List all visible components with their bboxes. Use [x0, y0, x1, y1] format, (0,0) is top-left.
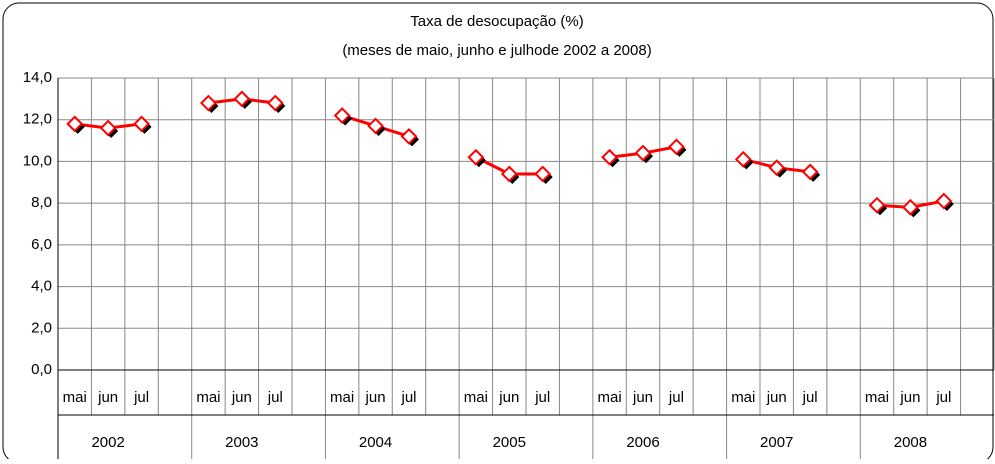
point-marker [200, 94, 219, 114]
x-tick-label: mai [464, 389, 488, 406]
y-tick-label: 6,0 [31, 236, 52, 253]
marker-diamond [200, 94, 217, 112]
group-label: 2004 [359, 434, 392, 451]
point-marker [233, 90, 252, 109]
group-label: 2002 [91, 434, 124, 451]
point-marker [902, 198, 921, 218]
marker-diamond [367, 117, 384, 135]
x-tick-label: jul [802, 389, 818, 406]
x-tick-label: jun [498, 389, 519, 406]
point-marker [668, 138, 687, 157]
x-tick-label: jun [632, 389, 653, 406]
point-marker [634, 144, 653, 164]
point-marker [801, 163, 821, 182]
marker-diamond [534, 165, 552, 183]
chart-subtitle: (meses de maio, junho e julhode 2002 a 2… [342, 42, 651, 59]
marker-diamond [66, 115, 84, 133]
marker-diamond [133, 115, 150, 133]
x-tick-label: jun [766, 389, 787, 406]
point-marker [601, 148, 620, 168]
marker-diamond [902, 198, 919, 216]
point-marker [367, 117, 386, 136]
marker-diamond [233, 90, 251, 108]
x-tick-label: jun [365, 389, 386, 406]
marker-diamond [801, 163, 819, 181]
point-marker [133, 115, 152, 134]
y-tick-label: 2,0 [31, 319, 52, 336]
chart-title: Taxa de desocupação (%) [410, 13, 583, 30]
y-tick-label: 10,0 [23, 152, 52, 169]
group-label: 2006 [626, 434, 659, 451]
y-tick-label: 4,0 [31, 278, 52, 295]
y-tick-label: 0,0 [31, 361, 52, 378]
marker-diamond [500, 165, 518, 183]
marker-diamond [668, 138, 685, 156]
point-marker [500, 165, 520, 184]
point-marker [935, 192, 954, 212]
x-tick-label: jul [400, 389, 416, 406]
x-tick-label: mai [196, 389, 220, 406]
x-tick-label: mai [865, 389, 889, 406]
x-tick-label: jul [935, 389, 951, 406]
point-marker [534, 165, 553, 184]
y-tick-label: 14,0 [23, 69, 52, 86]
group-label: 2003 [225, 434, 258, 451]
group-label: 2007 [760, 434, 793, 451]
point-marker [99, 119, 119, 139]
marker-diamond [935, 192, 953, 210]
point-marker [734, 150, 754, 170]
marker-diamond [868, 196, 886, 214]
marker-diamond [266, 94, 284, 112]
group-label: 2008 [894, 434, 927, 451]
marker-diamond [768, 159, 786, 177]
x-tick-label: mai [597, 389, 621, 406]
x-tick-label: jul [534, 389, 550, 406]
marker-diamond [400, 127, 418, 145]
group-label: 2005 [493, 434, 526, 451]
x-tick-label: jun [899, 389, 920, 406]
x-tick-label: jul [133, 389, 149, 406]
marker-diamond [601, 148, 618, 166]
point-marker [400, 127, 419, 147]
marker-diamond [467, 148, 485, 166]
point-marker [467, 148, 486, 168]
marker-diamond [634, 144, 652, 162]
y-tick-label: 8,0 [31, 194, 52, 211]
x-tick-label: jul [267, 389, 283, 406]
point-marker [66, 115, 85, 134]
point-marker [333, 107, 353, 126]
x-tick-label: mai [731, 389, 755, 406]
x-tick-label: mai [330, 389, 354, 406]
point-marker [768, 159, 787, 178]
point-marker [868, 196, 887, 216]
marker-diamond [734, 150, 752, 168]
marker-diamond [333, 107, 351, 124]
x-tick-label: mai [63, 389, 87, 406]
x-tick-label: jun [231, 389, 252, 406]
point-marker [266, 94, 286, 114]
marker-diamond [99, 119, 117, 137]
x-tick-label: jul [668, 389, 684, 406]
x-tick-label: jun [97, 389, 118, 406]
y-tick-label: 12,0 [23, 111, 52, 128]
